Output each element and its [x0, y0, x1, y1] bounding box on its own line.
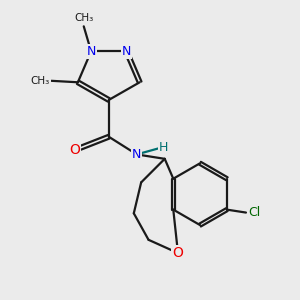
Text: N: N [132, 148, 141, 161]
Text: CH₃: CH₃ [31, 76, 50, 86]
Text: CH₃: CH₃ [74, 13, 93, 23]
Text: N: N [86, 45, 96, 58]
Text: Cl: Cl [249, 206, 261, 219]
Text: N: N [122, 45, 131, 58]
Text: O: O [172, 246, 183, 260]
Text: H: H [159, 141, 168, 154]
Text: O: O [70, 143, 80, 157]
